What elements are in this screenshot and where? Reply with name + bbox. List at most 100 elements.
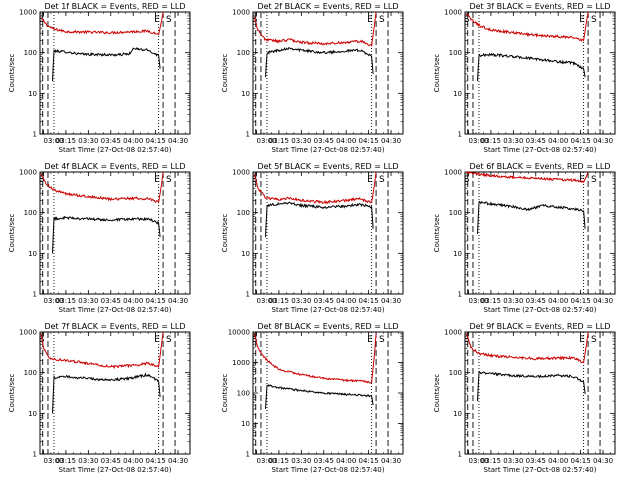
start-marker-label: S xyxy=(591,15,597,25)
y-tick-label: 100 xyxy=(24,369,37,377)
y-tick-label: 10 xyxy=(241,250,250,258)
x-tick-label: 04:30 xyxy=(168,137,188,145)
start-marker-label: S xyxy=(252,15,258,25)
events-rate-line xyxy=(52,47,161,82)
x-tick-label: 04:15 xyxy=(359,137,379,145)
x-tick-label: 03:45 xyxy=(526,137,546,145)
x-tick-label: 03:45 xyxy=(314,457,334,465)
x-tick-label: 03:00 xyxy=(256,297,276,305)
y-tick-label: 10 xyxy=(28,90,37,98)
plot-frame xyxy=(252,171,404,295)
start-marker-label: S xyxy=(464,335,470,345)
events-rate-line xyxy=(477,52,586,82)
chart-title: Det 2f BLACK = Events, RED = LLD xyxy=(257,2,398,11)
y-tick-label: 1 xyxy=(246,131,250,139)
y-tick-label: 100 xyxy=(24,49,37,57)
end-marker-label: E xyxy=(154,15,160,25)
y-tick-label: 1 xyxy=(458,451,462,459)
chart-title: Det 5f BLACK = Events, RED = LLD xyxy=(257,162,398,171)
y-tick-label: 1000 xyxy=(232,359,250,367)
x-tick-label: 03:30 xyxy=(291,137,311,145)
chart-title: Det 6f BLACK = Events, RED = LLD xyxy=(469,162,610,171)
plot-frame xyxy=(464,331,616,455)
x-tick-label: 03:30 xyxy=(503,297,523,305)
start-marker-label: S xyxy=(464,175,470,185)
x-tick-label: 03:00 xyxy=(43,137,63,145)
y-axis-label: Counts/sec xyxy=(221,374,229,413)
lld-rate-line xyxy=(253,171,377,205)
y-axis-label: Counts/sec xyxy=(221,54,229,93)
start-marker-label: S xyxy=(166,335,172,345)
y-tick-label: 1000 xyxy=(19,329,37,337)
x-tick-label: 03:00 xyxy=(468,297,488,305)
x-tick-label: 04:00 xyxy=(123,297,143,305)
x-tick-label: 04:30 xyxy=(593,457,613,465)
y-tick-label: 100 xyxy=(24,209,37,217)
plot-frame xyxy=(39,331,191,455)
y-tick-label: 10 xyxy=(28,410,37,418)
x-tick-label: 03:30 xyxy=(503,457,523,465)
x-tick-label: 03:30 xyxy=(78,457,98,465)
plot-frame xyxy=(39,11,191,135)
panel-8: Det 8f BLACK = Events, RED = LLD 1 10 100 10… xyxy=(221,322,404,474)
start-marker-label: S xyxy=(591,335,597,345)
y-tick-label: 1000 xyxy=(444,169,462,177)
events-rate-line xyxy=(265,201,374,238)
x-axis-label: Start Time (27-Oct-08 02:57:40) xyxy=(272,306,385,314)
y-tick-label: 100 xyxy=(237,49,250,57)
end-marker-label: E xyxy=(579,335,585,345)
start-marker-label: S xyxy=(379,175,385,185)
y-tick-label: 10 xyxy=(28,250,37,258)
y-axis-label: Counts/sec xyxy=(433,54,441,93)
x-tick-label: 03:30 xyxy=(291,297,311,305)
chart-title: Det 7f BLACK = Events, RED = LLD xyxy=(44,322,185,331)
events-rate-line xyxy=(265,383,374,409)
panel-6: Det 6f BLACK = Events, RED = LLD 1 10 100 10… xyxy=(433,162,616,314)
x-tick-label: 03:15 xyxy=(481,137,501,145)
x-tick-label: 03:30 xyxy=(291,457,311,465)
x-tick-label: 04:30 xyxy=(593,297,613,305)
x-axis-label: Start Time (27-Oct-08 02:57:40) xyxy=(272,146,385,154)
panel-9: Det 9f BLACK = Events, RED = LLD 1 10 100 10… xyxy=(433,322,616,474)
y-tick-label: 1000 xyxy=(444,329,462,337)
x-tick-label: 04:15 xyxy=(571,297,591,305)
x-axis-label: Start Time (27-Oct-08 02:57:40) xyxy=(484,306,597,314)
panel-5: Det 5f BLACK = Events, RED = LLD 1 10 100 10… xyxy=(221,162,404,314)
y-tick-label: 1 xyxy=(33,131,37,139)
x-tick-label: 03:00 xyxy=(43,297,63,305)
x-axis-label: Start Time (27-Oct-08 02:57:40) xyxy=(484,466,597,474)
x-tick-label: 04:00 xyxy=(336,457,356,465)
start-marker-label: S xyxy=(39,175,45,185)
plot-frame xyxy=(252,11,404,135)
panel-3: Det 3f BLACK = Events, RED = LLD 1 10 100 10… xyxy=(433,2,616,154)
x-tick-label: 03:15 xyxy=(56,297,76,305)
lld-rate-line xyxy=(41,11,164,36)
y-tick-label: 1000 xyxy=(232,169,250,177)
x-axis-label: Start Time (27-Oct-08 02:57:40) xyxy=(59,466,172,474)
events-rate-line xyxy=(52,215,161,254)
x-tick-label: 04:00 xyxy=(123,137,143,145)
events-rate-line xyxy=(477,370,586,402)
x-tick-label: 03:00 xyxy=(468,457,488,465)
y-tick-label: 1000 xyxy=(19,169,37,177)
y-tick-label: 100 xyxy=(237,209,250,217)
x-tick-label: 03:45 xyxy=(526,297,546,305)
start-marker-label: S xyxy=(379,335,385,345)
y-tick-label: 100 xyxy=(449,369,462,377)
x-axis-label: Start Time (27-Oct-08 02:57:40) xyxy=(484,146,597,154)
chart-title: Det 3f BLACK = Events, RED = LLD xyxy=(469,2,610,11)
x-tick-label: 03:45 xyxy=(101,297,121,305)
x-tick-label: 04:00 xyxy=(548,457,568,465)
panel-4: Det 4f BLACK = Events, RED = LLD 1 10 100 10… xyxy=(8,162,191,314)
x-tick-label: 04:00 xyxy=(336,297,356,305)
plot-frame xyxy=(464,171,616,295)
x-tick-label: 03:45 xyxy=(314,297,334,305)
x-tick-label: 03:00 xyxy=(468,137,488,145)
x-tick-label: 03:15 xyxy=(481,297,501,305)
y-tick-label: 1 xyxy=(33,291,37,299)
x-tick-label: 03:00 xyxy=(43,457,63,465)
x-tick-label: 04:30 xyxy=(593,137,613,145)
x-tick-label: 03:15 xyxy=(269,137,289,145)
y-tick-label: 10 xyxy=(453,90,462,98)
